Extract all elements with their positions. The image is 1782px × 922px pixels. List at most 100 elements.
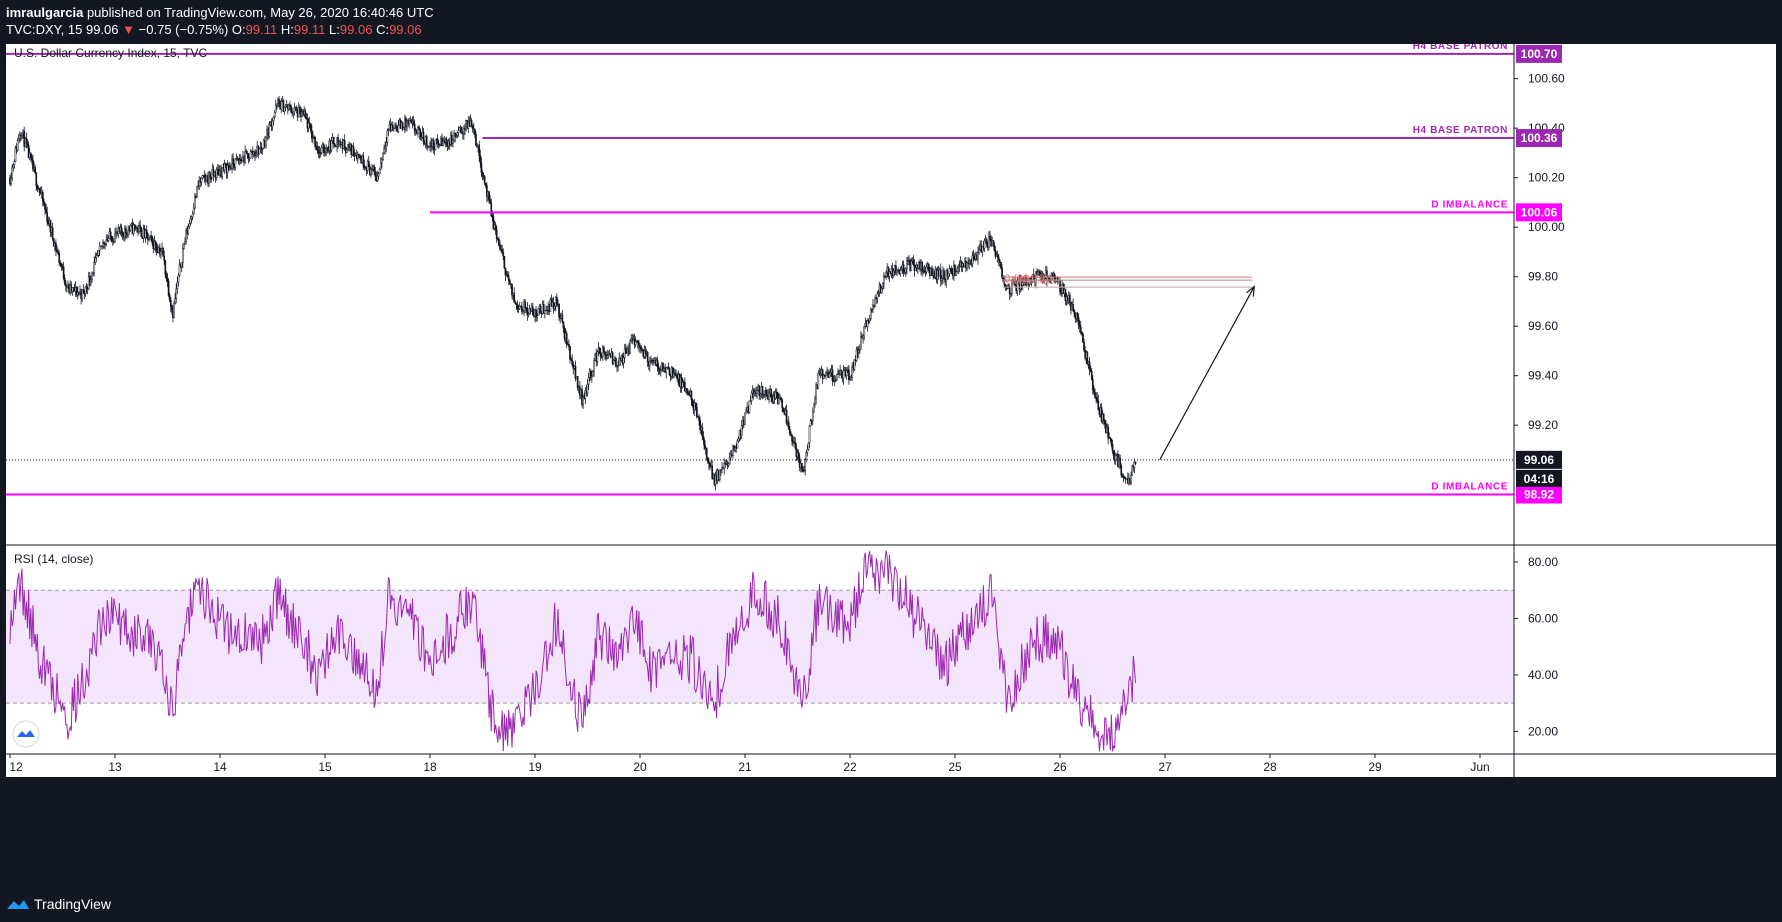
candle-body bbox=[317, 150, 320, 153]
candle-body bbox=[1088, 361, 1091, 371]
candle-body bbox=[64, 283, 67, 287]
candle-body bbox=[36, 185, 39, 189]
candle-body bbox=[674, 373, 676, 376]
open-value: 99.11 bbox=[245, 22, 278, 37]
countdown-tag-text: 04:16 bbox=[1524, 472, 1555, 486]
candle-body bbox=[1028, 277, 1031, 285]
price-tick-label: 99.20 bbox=[1528, 418, 1558, 432]
candle-body bbox=[13, 161, 16, 166]
candle-body bbox=[1091, 379, 1094, 391]
candle-body bbox=[823, 375, 826, 377]
candle-body bbox=[869, 308, 872, 320]
candle-body bbox=[298, 107, 301, 109]
candle-body bbox=[537, 308, 540, 316]
candle-body bbox=[845, 370, 848, 376]
candle-body bbox=[849, 379, 851, 381]
candle-body bbox=[343, 140, 346, 148]
candle-body bbox=[558, 303, 560, 318]
candle-body bbox=[1042, 278, 1045, 280]
candle-body bbox=[668, 368, 671, 375]
candle-body bbox=[705, 447, 708, 459]
candle-body bbox=[121, 232, 124, 236]
author-name[interactable]: imraulgarcia bbox=[6, 5, 84, 20]
candle-body bbox=[480, 162, 483, 173]
candle-body bbox=[1131, 465, 1134, 476]
candle-body bbox=[502, 252, 505, 257]
candle-body bbox=[516, 304, 519, 310]
candle-body bbox=[711, 465, 714, 479]
candle-body bbox=[906, 260, 908, 269]
candle-body bbox=[958, 265, 961, 268]
candle-body bbox=[924, 271, 927, 274]
level-price-tag-text: 100.70 bbox=[1521, 47, 1558, 61]
candle-body bbox=[601, 347, 604, 357]
candle-body bbox=[910, 260, 913, 271]
candle-body bbox=[408, 120, 411, 125]
candle-body bbox=[921, 262, 924, 271]
chart-frame[interactable]: H4 BASE PATRON H4 BASE PATRON D IMBALANCE D… bbox=[6, 44, 1776, 886]
candle-body bbox=[87, 276, 90, 290]
candle-body bbox=[606, 355, 609, 359]
candle-body bbox=[93, 262, 96, 274]
candle-body bbox=[483, 176, 486, 184]
trend-arrow[interactable] bbox=[1159, 286, 1255, 461]
tradingview-badge[interactable] bbox=[12, 720, 40, 748]
candle-body bbox=[641, 349, 644, 351]
open-label: O: bbox=[231, 22, 246, 37]
price-pane[interactable]: H4 BASE PATRON H4 BASE PATRON D IMBALANCE D… bbox=[6, 44, 1514, 496]
candle-body bbox=[196, 186, 198, 197]
candle-body bbox=[308, 122, 311, 124]
candle-body bbox=[268, 124, 271, 137]
candle-body bbox=[27, 144, 30, 159]
candle-body bbox=[324, 152, 326, 154]
candle-body bbox=[226, 165, 229, 173]
candle-body bbox=[539, 306, 542, 314]
candle-body bbox=[1065, 296, 1068, 301]
candle-body bbox=[178, 264, 181, 276]
candle-body bbox=[1109, 437, 1112, 440]
candle-body bbox=[850, 377, 852, 380]
rsi-tick-label: 20.00 bbox=[1528, 724, 1558, 738]
candle-body bbox=[395, 125, 397, 129]
candle-body bbox=[88, 276, 91, 282]
candle-body bbox=[56, 249, 58, 252]
candle-body bbox=[708, 461, 710, 464]
price-tick-label: 100.20 bbox=[1528, 171, 1565, 185]
rsi-line[interactable] bbox=[9, 550, 1136, 752]
candle-body bbox=[425, 136, 428, 146]
candle-body bbox=[603, 347, 605, 352]
candle-body bbox=[184, 241, 186, 244]
candle-body bbox=[292, 111, 295, 114]
candle-body bbox=[803, 470, 805, 473]
candle-body bbox=[536, 315, 539, 318]
level-price-tag bbox=[1516, 203, 1562, 222]
chart-svg[interactable]: H4 BASE PATRON H4 BASE PATRON D IMBALANCE D… bbox=[6, 44, 1776, 886]
candle-body bbox=[46, 212, 49, 222]
candle-body bbox=[542, 304, 545, 314]
candle-body bbox=[510, 283, 512, 286]
fib-zone[interactable] bbox=[1002, 279, 1060, 285]
candle-body bbox=[788, 429, 791, 435]
rsi-pane[interactable] bbox=[6, 550, 1514, 752]
candle-body bbox=[1093, 389, 1095, 393]
candle-body bbox=[801, 462, 803, 470]
candle-body bbox=[832, 380, 835, 382]
candle-body bbox=[574, 365, 577, 379]
candle-body bbox=[718, 469, 721, 480]
symbol-label[interactable]: TVC:DXY, 15 bbox=[6, 22, 83, 37]
candle-body bbox=[798, 457, 801, 468]
candle-body bbox=[866, 320, 869, 327]
candle-body bbox=[810, 420, 813, 422]
candle-body bbox=[95, 255, 98, 259]
candle-body bbox=[511, 284, 513, 296]
candle-body bbox=[514, 302, 517, 305]
candle-body bbox=[599, 353, 602, 358]
candle-body bbox=[418, 127, 420, 131]
candle-body bbox=[457, 130, 460, 133]
candle-body bbox=[491, 215, 494, 217]
candle-body bbox=[234, 158, 237, 168]
candle-body bbox=[272, 116, 275, 122]
candle-body bbox=[276, 103, 278, 106]
footer-brand[interactable]: TradingView bbox=[34, 896, 112, 912]
candle-body bbox=[109, 231, 112, 237]
